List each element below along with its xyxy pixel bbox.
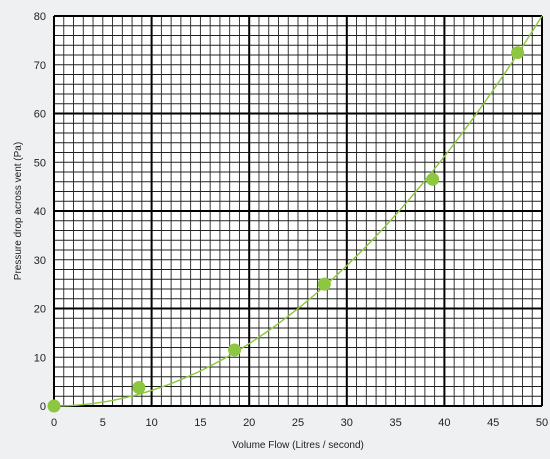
data-point <box>132 380 146 394</box>
x-tick-label: 10 <box>145 417 157 429</box>
x-tick-label: 20 <box>243 417 255 429</box>
x-axis-ticks: 0 5 10 15 20 25 30 35 40 45 50 <box>51 417 548 429</box>
y-tick-label: 50 <box>34 157 46 169</box>
data-point <box>228 343 242 357</box>
y-tick-label: 30 <box>34 255 46 267</box>
x-axis-title: Volume Flow (Litres / second) <box>232 440 364 451</box>
y-axis-title: Pressure drop across vent (Pa) <box>13 142 24 280</box>
y-tick-label: 80 <box>34 11 46 23</box>
x-tick-label: 25 <box>292 417 304 429</box>
x-tick-label: 45 <box>487 417 499 429</box>
y-tick-label: 40 <box>34 206 46 218</box>
y-axis-ticks: 0 10 20 30 40 50 60 70 80 <box>34 11 46 413</box>
x-tick-label: 30 <box>341 417 353 429</box>
x-tick-label: 40 <box>438 417 450 429</box>
x-tick-label: 15 <box>194 417 206 429</box>
x-tick-label: 50 <box>536 417 548 429</box>
fit-curve <box>53 15 543 407</box>
data-point <box>47 399 61 413</box>
x-tick-label: 35 <box>389 417 401 429</box>
y-tick-label: 10 <box>34 352 46 364</box>
x-tick-label: 0 <box>51 417 57 429</box>
major-grid <box>53 15 543 407</box>
data-point <box>511 46 525 60</box>
x-tick-label: 5 <box>100 417 106 429</box>
y-tick-label: 0 <box>40 401 46 413</box>
series-layer <box>47 15 543 413</box>
y-tick-label: 20 <box>34 304 46 316</box>
data-point <box>317 277 331 291</box>
y-tick-label: 60 <box>34 109 46 121</box>
data-point <box>426 172 440 186</box>
y-tick-label: 70 <box>34 60 46 72</box>
